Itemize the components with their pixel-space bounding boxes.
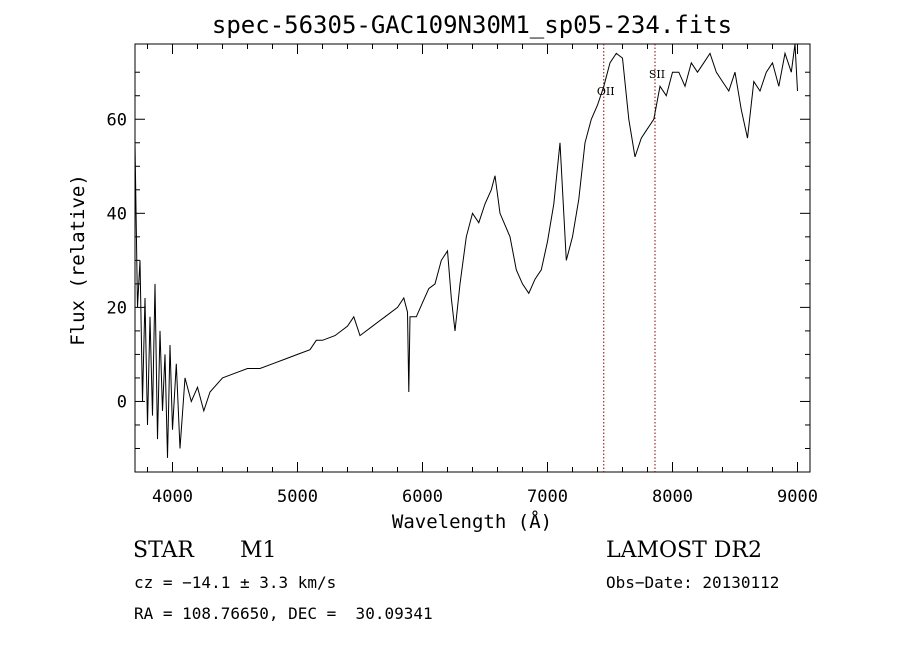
line-markers: OII SII <box>597 44 665 472</box>
spectrum-line <box>134 43 798 458</box>
marker-label: SII <box>649 68 665 81</box>
y-axis-ticks: 0 20 40 60 <box>107 71 810 449</box>
x-axis-ticks: 4000 5000 6000 7000 8000 9000 <box>147 44 818 507</box>
x-tick-label: 8000 <box>652 487 693 507</box>
x-tick-label: 6000 <box>402 487 443 507</box>
series-group <box>134 43 798 458</box>
marker-label: OII <box>597 85 615 98</box>
chart-title: spec-56305-GAC109N30M1_sp05-234.fits <box>212 11 732 39</box>
plot-frame <box>134 43 811 473</box>
object-subclass: M1 <box>240 538 277 563</box>
x-tick-label: 5000 <box>277 487 318 507</box>
y-tick-label: 20 <box>107 298 127 318</box>
axes-frame <box>134 43 811 473</box>
y-tick-label: 60 <box>107 110 127 130</box>
x-tick-label: 7000 <box>527 487 568 507</box>
x-tick-label: 9000 <box>777 487 818 507</box>
y-tick-label: 0 <box>117 392 127 412</box>
obs-date: Obs−Date: 20130112 <box>606 573 780 592</box>
x-axis-label: Wavelength (Å) <box>392 510 552 533</box>
y-axis-label: Flux (relative) <box>67 174 89 346</box>
y-tick-label: 40 <box>107 204 127 224</box>
object-class: STAR <box>133 538 194 563</box>
survey-label: LAMOST DR2 <box>606 538 762 563</box>
redshift-cz: cz = −14.1 ± 3.3 km/s <box>134 573 337 592</box>
ra-dec-coordinates: RA = 108.76650, DEC = 30.09341 <box>134 604 433 623</box>
x-tick-label: 4000 <box>152 487 193 507</box>
